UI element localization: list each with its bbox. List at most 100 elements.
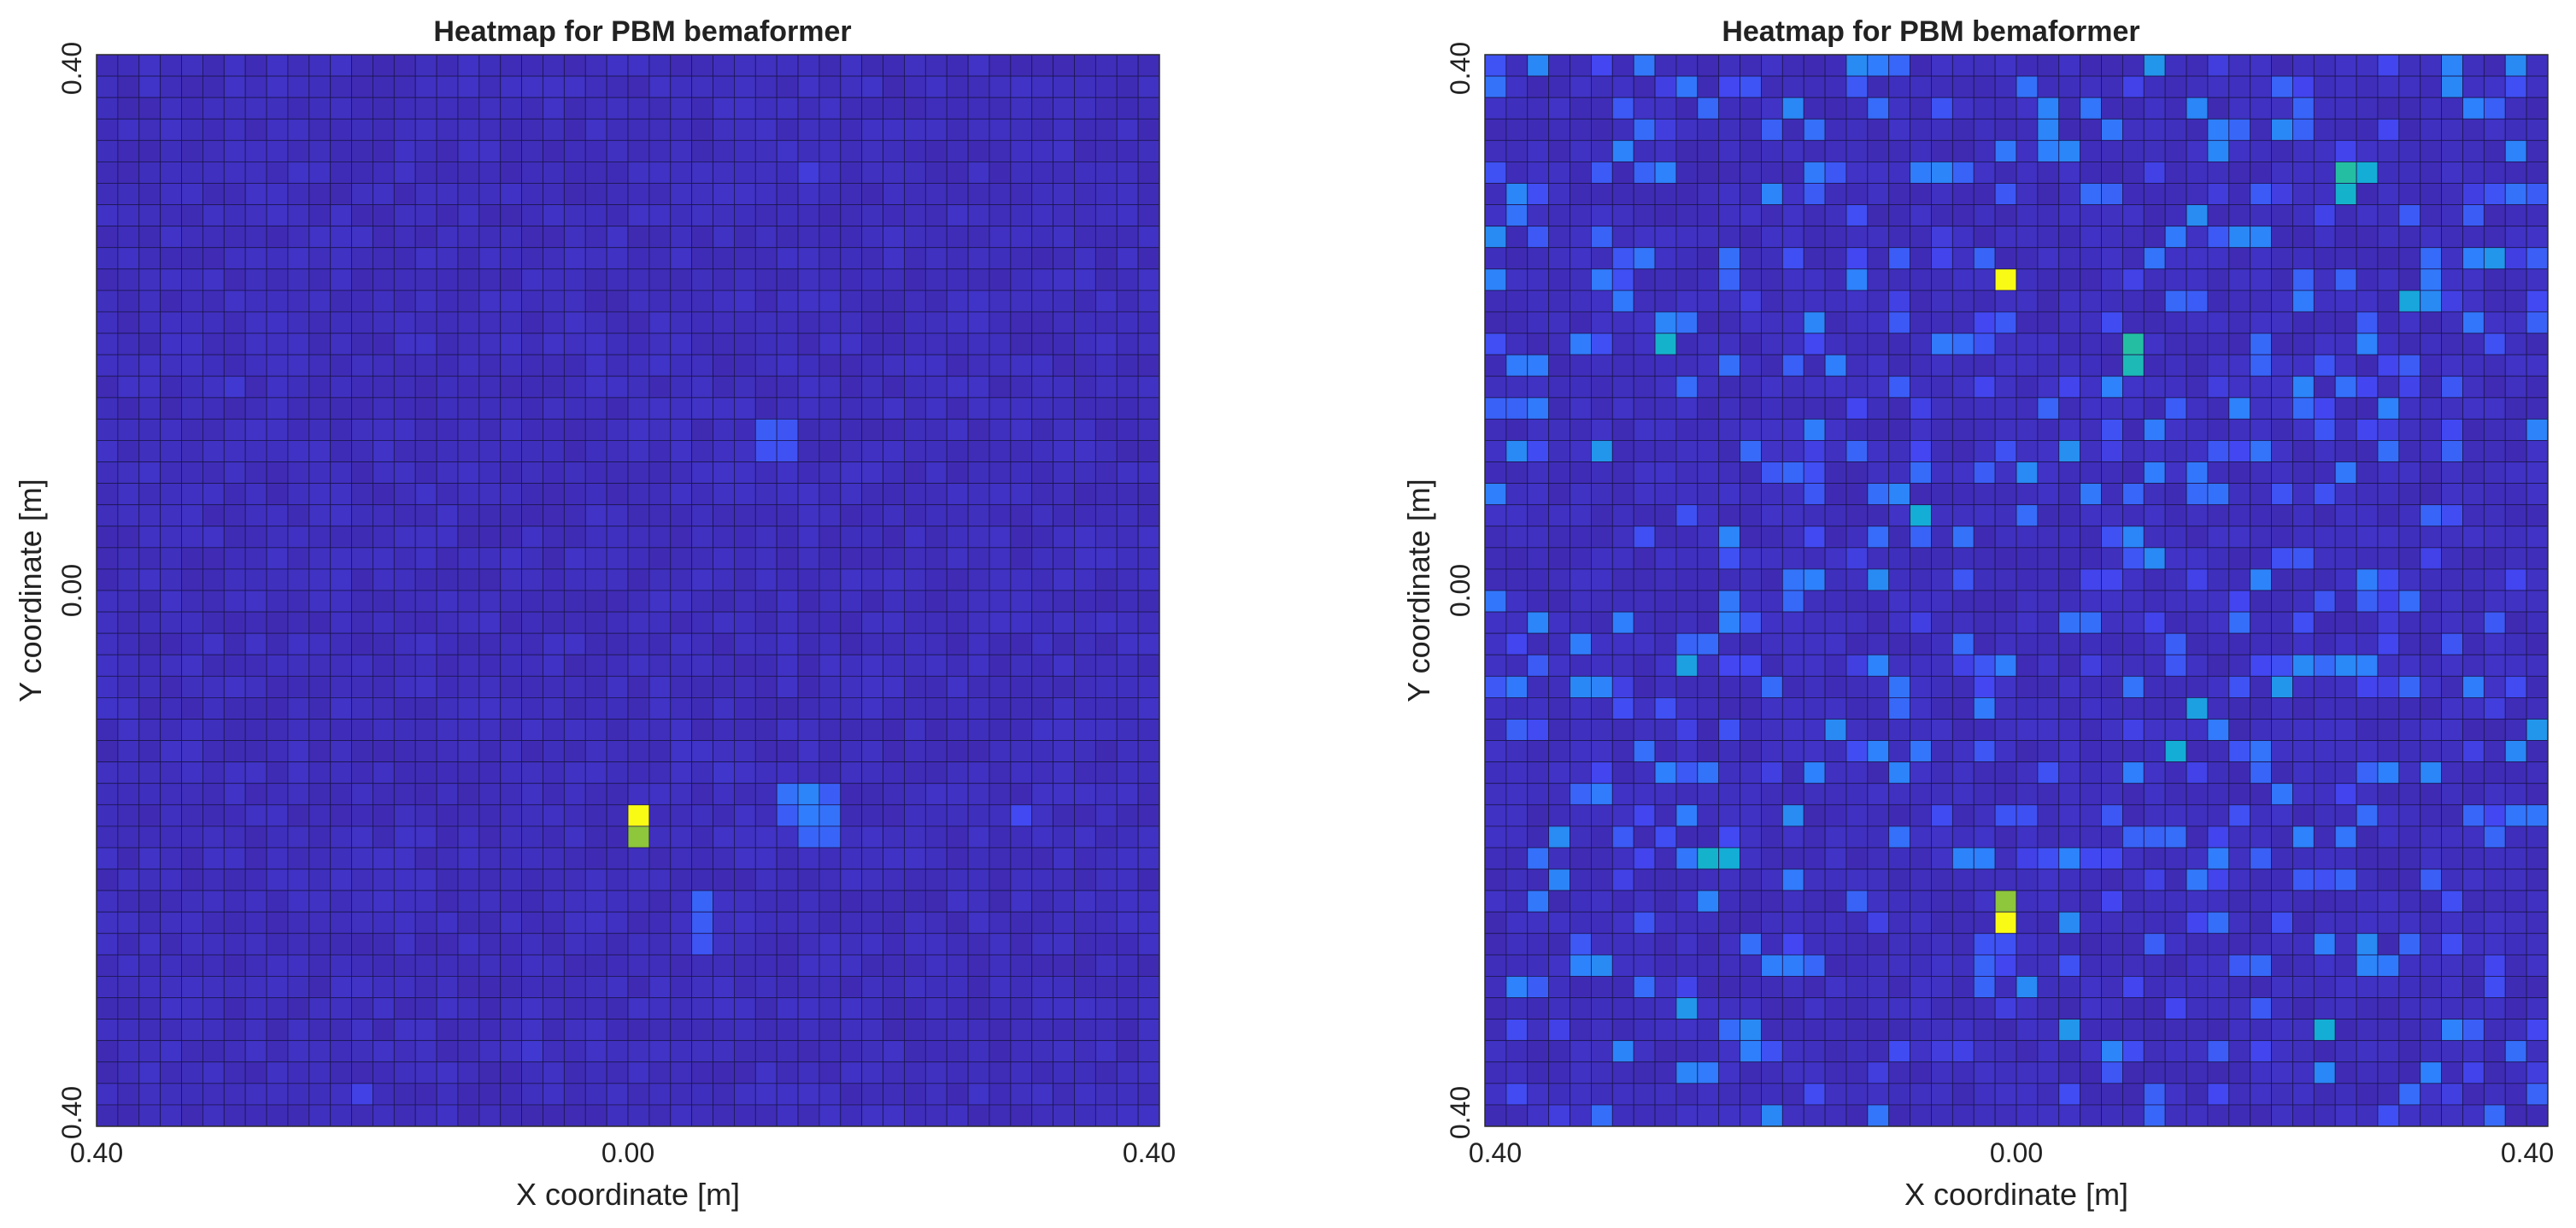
- heatmap-cell: [627, 654, 650, 677]
- heatmap-cell: [2377, 954, 2400, 977]
- heatmap-cell: [967, 311, 990, 334]
- heatmap-cell: [2398, 204, 2421, 227]
- heatmap-cell: [1010, 504, 1033, 527]
- heatmap-cell: [308, 761, 332, 784]
- heatmap-cell: [500, 654, 522, 677]
- heatmap-cell: [2526, 954, 2549, 977]
- heatmap-cell: [1633, 804, 1656, 827]
- heatmap-cell: [287, 568, 310, 591]
- heatmap-cell: [351, 547, 373, 570]
- heatmap-cell: [1718, 890, 1740, 913]
- heatmap-cell: [1137, 54, 1160, 77]
- heatmap-cell: [776, 547, 799, 570]
- heatmap-cell: [436, 890, 459, 913]
- heatmap-cell: [1548, 418, 1570, 441]
- heatmap-cell: [1910, 1019, 1932, 1042]
- heatmap-cell: [2377, 632, 2400, 655]
- heatmap-cell: [797, 311, 820, 334]
- heatmap-cell: [1137, 611, 1160, 634]
- heatmap-cell: [883, 161, 905, 184]
- heatmap-cell: [584, 1104, 607, 1127]
- heatmap-cell: [2164, 997, 2187, 1020]
- heatmap-cell: [1781, 783, 1804, 806]
- heatmap-cell: [2420, 332, 2442, 355]
- heatmap-cell: [96, 954, 119, 977]
- heatmap-cell: [1740, 354, 1762, 377]
- heatmap-cell: [967, 226, 990, 249]
- heatmap-cell: [1548, 204, 1570, 227]
- heatmap-cell: [1931, 526, 1953, 549]
- heatmap-cell: [904, 632, 926, 655]
- heatmap-cell: [521, 247, 543, 270]
- heatmap-cell: [1527, 804, 1550, 827]
- heatmap-cell: [1654, 226, 1677, 249]
- heatmap-cell: [2016, 461, 2039, 485]
- heatmap-cell: [606, 911, 629, 934]
- heatmap-cell: [967, 547, 990, 570]
- heatmap-cell: [819, 1061, 842, 1084]
- heatmap-cell: [436, 568, 459, 591]
- heatmap-cell: [1718, 547, 1740, 570]
- heatmap-cell: [1527, 440, 1550, 462]
- heatmap-cell: [117, 654, 140, 677]
- heatmap-cell: [967, 332, 990, 355]
- heatmap-cell: [1484, 461, 1507, 485]
- heatmap-cell: [819, 504, 842, 527]
- heatmap-cell: [2207, 483, 2230, 506]
- heatmap-cell: [2101, 526, 2123, 549]
- heatmap-cell: [1781, 868, 1804, 891]
- heatmap-cell: [2420, 183, 2442, 205]
- heatmap-cell: [648, 118, 672, 141]
- heatmap-cell: [2207, 590, 2230, 613]
- heatmap-cell: [1590, 890, 1613, 913]
- heatmap-cell: [223, 783, 246, 806]
- heatmap-cell: [244, 397, 267, 420]
- heatmap-cell: [160, 354, 182, 377]
- heatmap-cell: [543, 826, 565, 849]
- heatmap-cell: [2228, 354, 2251, 377]
- heatmap-cell: [2186, 1083, 2209, 1106]
- heatmap-cell: [648, 1083, 672, 1106]
- heatmap-cell: [967, 1040, 990, 1063]
- heatmap-cell: [989, 332, 1012, 355]
- heatmap-cell: [1590, 1083, 1613, 1106]
- heatmap-cell: [924, 161, 948, 184]
- heatmap-cell: [2122, 161, 2145, 184]
- heatmap-cell: [1718, 826, 1740, 849]
- heatmap-cell: [1548, 868, 1570, 891]
- heatmap-cell: [819, 54, 842, 77]
- heatmap-cell: [117, 590, 140, 613]
- heatmap-cell: [1116, 654, 1139, 677]
- heatmap-cell: [734, 1019, 756, 1042]
- heatmap-cell: [1824, 568, 1847, 591]
- heatmap-cell: [266, 354, 289, 377]
- heatmap-cell: [2122, 826, 2145, 849]
- heatmap-cell: [1053, 783, 1075, 806]
- heatmap-cell: [2228, 654, 2251, 677]
- heatmap-cell: [436, 397, 459, 420]
- heatmap-cell: [2101, 483, 2123, 506]
- heatmap-cell: [1740, 890, 1762, 913]
- heatmap-cell: [543, 483, 565, 506]
- heatmap-cell: [734, 740, 756, 763]
- heatmap-cell: [2441, 697, 2463, 720]
- heatmap-cell: [2292, 697, 2315, 720]
- heatmap-cell: [457, 1104, 480, 1127]
- heatmap-cell: [414, 719, 437, 741]
- heatmap-cell: [2483, 1040, 2506, 1063]
- heatmap-cell: [202, 418, 225, 441]
- heatmap-cell: [160, 783, 182, 806]
- heatmap-cell: [2504, 75, 2527, 98]
- heatmap-cell: [924, 440, 948, 462]
- heatmap-cell: [244, 654, 267, 677]
- heatmap-cell: [1994, 504, 2017, 527]
- heatmap-cell: [1888, 139, 1910, 162]
- heatmap-cell: [670, 526, 693, 549]
- heatmap-cell: [1590, 183, 1613, 205]
- heatmap-cell: [2504, 568, 2527, 591]
- heatmap-cell: [2334, 161, 2357, 184]
- heatmap-cell: [2186, 504, 2209, 527]
- heatmap-cell: [1761, 290, 1783, 313]
- heatmap-cell: [2313, 611, 2336, 634]
- heatmap-cell: [2483, 761, 2506, 784]
